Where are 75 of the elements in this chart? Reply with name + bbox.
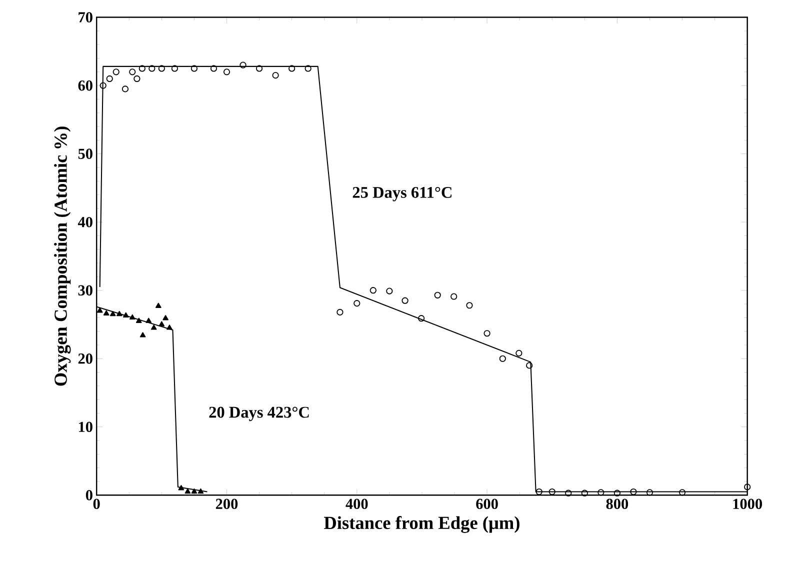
point	[240, 62, 246, 68]
point	[129, 314, 136, 320]
x-tick-label: 1000	[733, 498, 762, 509]
point	[256, 64, 263, 72]
point	[129, 68, 136, 76]
point	[646, 488, 654, 496]
point	[140, 332, 146, 338]
point	[191, 488, 198, 494]
x-axis-title: Distance from Edge (μm)	[324, 516, 520, 533]
point	[678, 488, 686, 496]
point	[336, 308, 344, 316]
point	[386, 288, 393, 294]
point	[223, 68, 230, 76]
point	[190, 64, 198, 72]
y-tick-label: 30	[78, 285, 92, 296]
annotation: 20 Days 423°C	[209, 406, 309, 421]
point	[110, 310, 116, 316]
point	[536, 488, 542, 495]
point	[565, 490, 572, 496]
point	[744, 483, 751, 490]
point	[116, 310, 122, 316]
point	[304, 64, 312, 72]
point	[450, 292, 458, 300]
point	[178, 484, 184, 490]
point	[614, 490, 620, 496]
point	[630, 488, 637, 495]
y-tick-label: 40	[78, 216, 92, 228]
x-tick-label: 800	[606, 498, 628, 509]
point	[106, 75, 113, 82]
y-axis-title: Oxygen Composition (Atomic %)	[54, 126, 71, 386]
point	[466, 302, 473, 308]
x-tick-label: 0	[93, 498, 100, 509]
y-tick-label: 70	[78, 12, 92, 22]
point	[150, 324, 157, 330]
y-tick-label: 20	[78, 353, 92, 364]
point	[272, 72, 279, 78]
y-tick-label: 50	[78, 148, 92, 159]
y-tick-label: 10	[78, 422, 92, 432]
point	[112, 68, 120, 76]
point	[370, 286, 376, 294]
point	[581, 490, 588, 496]
y-tick-label: 0	[86, 490, 92, 500]
point	[136, 318, 142, 323]
point	[100, 82, 106, 89]
point	[418, 314, 425, 322]
point	[122, 85, 129, 92]
x-tick-label: 200	[216, 498, 238, 509]
point	[155, 302, 162, 308]
point	[148, 64, 156, 72]
point	[499, 355, 506, 362]
point	[288, 64, 296, 72]
point	[402, 297, 408, 304]
point	[526, 362, 533, 369]
point	[162, 314, 168, 320]
point	[103, 310, 110, 316]
point	[354, 300, 360, 306]
point	[434, 292, 441, 298]
annotation: 25 Days 611°C	[352, 186, 452, 202]
point	[134, 75, 140, 82]
point	[158, 320, 165, 326]
x-tick-label: 600	[476, 498, 498, 509]
x-tick-label: 400	[346, 498, 368, 509]
point	[171, 64, 178, 72]
point	[598, 488, 604, 496]
point	[484, 330, 490, 336]
point	[166, 324, 172, 330]
point	[198, 488, 204, 494]
point	[138, 64, 146, 72]
point	[158, 64, 165, 72]
point	[548, 488, 556, 495]
y-tick-label: 60	[78, 80, 92, 90]
point	[146, 318, 152, 323]
point	[516, 350, 522, 356]
point	[122, 312, 129, 318]
point	[210, 64, 218, 72]
